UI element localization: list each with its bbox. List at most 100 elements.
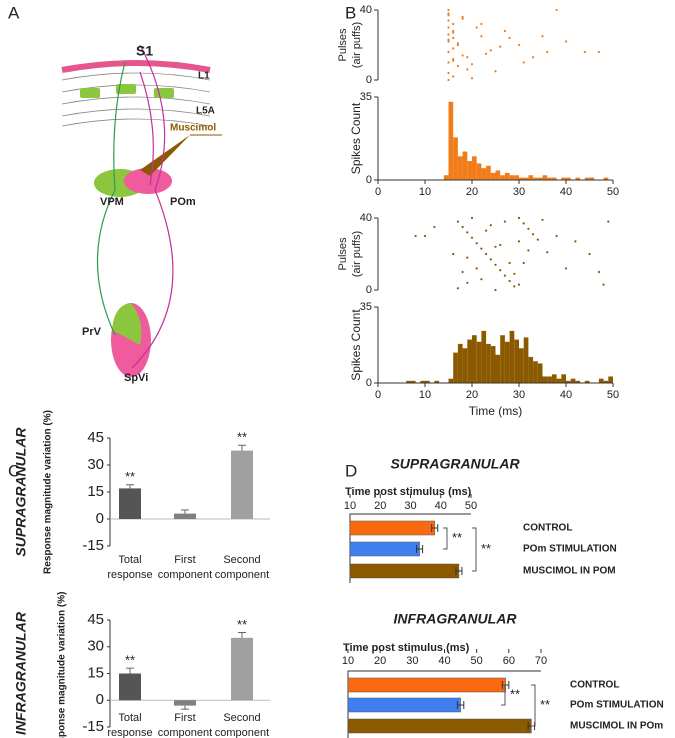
y-tick-label: 30 [87, 456, 104, 473]
y-axis-label: Response magnitude variation (%) [57, 592, 68, 738]
histogram-bar [472, 335, 477, 383]
histogram-bar [542, 376, 548, 383]
raster-dot [452, 47, 455, 50]
error-bar [181, 509, 189, 514]
x-tick-label: 40 [560, 389, 572, 401]
y-tick-label: 0 [96, 510, 104, 527]
histogram-bar [575, 380, 581, 383]
raster-dot [564, 40, 568, 43]
histogram-bar [448, 101, 454, 180]
error-bar [126, 667, 134, 674]
bar [119, 673, 141, 701]
histogram-bar [425, 380, 430, 383]
axis-line [349, 513, 471, 583]
raster-dot [447, 40, 450, 43]
histogram-bar [575, 177, 581, 180]
histogram-bar [608, 376, 613, 383]
error-bar [238, 631, 246, 638]
x-tick-label: 30 [513, 389, 525, 401]
raster-dot [470, 77, 474, 80]
error-bar [455, 567, 463, 575]
bar [349, 563, 460, 579]
raster-dot [461, 15, 464, 19]
raster-dot [447, 14, 450, 17]
error-bar [416, 545, 424, 553]
comparison-bracket [531, 684, 536, 727]
histogram-bar [406, 380, 411, 383]
raster-dot [517, 283, 521, 286]
raster-dot [574, 240, 577, 243]
significance: ** [481, 541, 491, 556]
panel-label: B [345, 3, 356, 22]
diagram-title: S1 [136, 43, 153, 59]
histogram-bar [457, 156, 463, 180]
raster-dot [527, 249, 530, 252]
raster-dot [532, 233, 535, 236]
nucleus-label: PrV [82, 326, 102, 338]
category-label: response [107, 727, 152, 738]
y-tick-label: 30 [87, 638, 104, 655]
histogram-bar [462, 151, 468, 180]
x-tick-label: 40 [438, 655, 450, 667]
y-tick-label: 40 [360, 212, 372, 224]
x-tick-label: 10 [344, 500, 356, 512]
layer-label: L1 [198, 71, 210, 82]
raster-dot [508, 261, 511, 265]
raster-dot [489, 224, 492, 227]
y-tick-label: 15 [87, 483, 104, 500]
bar [119, 488, 141, 519]
raster-dot [588, 252, 591, 256]
histogram-bar [514, 339, 519, 383]
raster-dot [513, 272, 516, 275]
histogram-bar [589, 177, 595, 180]
raster-dot [485, 252, 488, 256]
raster-dot [583, 50, 586, 54]
x-tick-label: 10 [342, 655, 354, 667]
raster-dot [470, 236, 474, 239]
histogram-bar [523, 177, 529, 180]
x-tick-label: 50 [465, 500, 477, 512]
histogram-bar [495, 354, 501, 383]
y-axis-label: Spikes Count [349, 309, 363, 381]
raster-dot [607, 220, 610, 223]
x-tick-label: 30 [404, 500, 416, 512]
raster-dot [597, 270, 601, 274]
significance: ** [452, 530, 462, 545]
x-tick-label: 10 [419, 186, 431, 198]
category-label: component [215, 727, 269, 738]
histogram-bar [598, 378, 604, 383]
raster-dot [447, 12, 450, 15]
raster-dot [555, 8, 558, 12]
category-label: Second [223, 712, 260, 724]
histogram-bar [547, 376, 552, 383]
raster-dot [447, 26, 450, 29]
category-label: component [158, 569, 212, 581]
raster-dot [456, 64, 459, 68]
histogram-bar [584, 380, 590, 383]
histogram-bar [603, 177, 609, 180]
raster-dot [475, 267, 478, 270]
histogram-bar [528, 356, 534, 383]
raster-dot [452, 75, 455, 78]
histogram-bar [561, 374, 566, 383]
panel-label: D [345, 461, 357, 480]
bar [349, 541, 420, 557]
nucleus-label: VPM [100, 196, 124, 208]
category-label: MUSCIMOL IN POM [523, 566, 616, 577]
histogram-bar [537, 177, 543, 180]
y-axis-label: (air puffs) [351, 22, 363, 68]
y-tick-label: 0 [366, 284, 372, 296]
y-axis-label: Spikes Count [349, 102, 363, 174]
bar [347, 677, 506, 693]
nucleus-label: SpVi [124, 372, 148, 384]
raster-dot [452, 59, 455, 62]
histogram-bar [500, 335, 505, 383]
x-axis-label: Time (ms) [469, 404, 523, 418]
raster-dot [541, 35, 544, 38]
x-tick-label: 20 [374, 655, 386, 667]
category-label: Total [118, 554, 141, 566]
raster-dot [546, 50, 549, 54]
raster-dot [452, 252, 455, 256]
raster-dot [423, 234, 427, 238]
raster-dot [447, 78, 450, 82]
